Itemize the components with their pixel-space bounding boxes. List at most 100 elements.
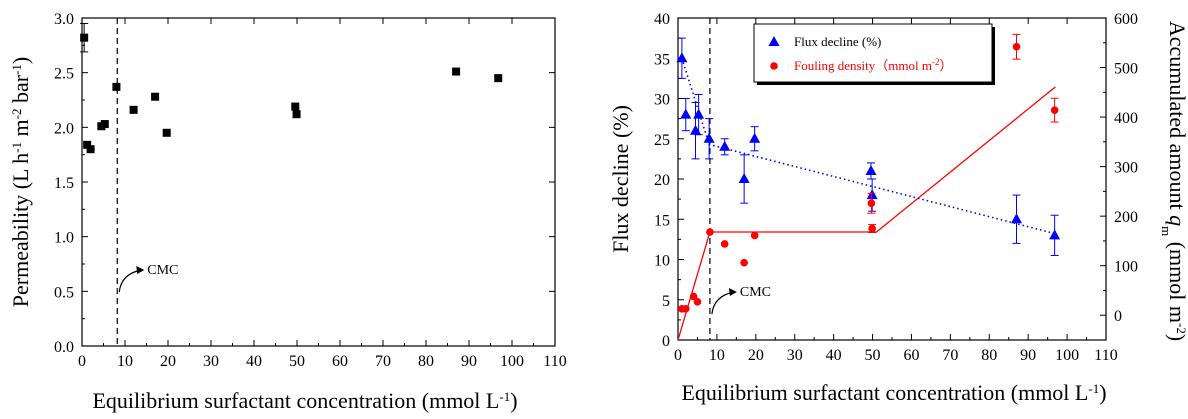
data-point (87, 145, 95, 153)
x-tick-label: 30 (203, 353, 219, 370)
x-tick-label: 20 (160, 353, 176, 370)
cmc-label: CMC (740, 285, 771, 300)
x-tick-label: 40 (826, 347, 842, 364)
cmc-label: CMC (147, 263, 178, 278)
legend-label-text: ） (939, 58, 952, 73)
legend-label-flux: Flux decline (%) (794, 34, 881, 49)
y-tick-label: 25 (654, 132, 670, 149)
y-tick-label: 35 (654, 51, 670, 68)
y-tick-label: 0.5 (54, 284, 74, 301)
flux-decline-point (739, 173, 750, 183)
fouling-density-point (751, 232, 759, 240)
x-tick-label: 100 (500, 353, 524, 370)
x-tick-label: 50 (865, 347, 881, 364)
x-axis-title: Equilibrium surfactant concentration (mm… (92, 388, 517, 413)
y2-tick-label: 600 (1114, 11, 1138, 28)
x-tick-label: 70 (375, 353, 391, 370)
y-axis-title-text: m (8, 119, 33, 142)
data-point (293, 110, 301, 118)
y-axis-title-sup: -1 (9, 142, 24, 153)
flux-decline-point (749, 133, 760, 143)
y-tick-label: 5 (662, 293, 670, 310)
y-tick-label: 2.5 (54, 66, 74, 83)
y-axis-title-text: ) (8, 57, 33, 64)
data-point (151, 93, 159, 101)
y2-axis-title-sub: m (1160, 226, 1175, 236)
data-point (291, 103, 299, 111)
data-point (112, 83, 120, 91)
y2-tick-label: 0 (1114, 308, 1122, 325)
y-axis-title: Flux decline (%) (608, 105, 633, 253)
flux-decline-point (690, 125, 701, 135)
flux-decline-point (867, 189, 878, 199)
x-tick-label: 0 (78, 353, 86, 370)
x-axis-title: Equilibrium surfactant concentration (mm… (681, 380, 1106, 405)
fouling-density-point (721, 240, 729, 248)
fouling-density-point (1013, 43, 1021, 51)
cmc-arrowhead (729, 288, 737, 296)
fouling-density-point (740, 259, 748, 267)
y-tick-label: 20 (654, 172, 670, 189)
x-tick-label: 110 (543, 353, 566, 370)
x-axis-title-text: Equilibrium surfactant concentration (mm… (92, 388, 499, 413)
fouling-density-point (682, 305, 690, 313)
x-tick-label: 20 (748, 347, 764, 364)
y-axis-title-text: bar (8, 74, 33, 108)
y-tick-label: 1.5 (54, 175, 74, 192)
x-axis-title-sup: -1 (499, 389, 510, 404)
y-tick-label: 40 (654, 11, 670, 28)
y2-axis-title: Accumulated amount qm (mmol m-2) (1160, 21, 1188, 341)
legend-marker-fouling (770, 62, 778, 70)
y2-axis-title-text: (mmol m (1165, 236, 1188, 323)
y-tick-label: 1.0 (54, 230, 74, 247)
x-tick-label: 110 (1094, 347, 1117, 364)
data-point (101, 120, 109, 128)
y2-axis-title-sup: -2 (1175, 323, 1188, 334)
x-tick-label: 50 (289, 353, 305, 370)
y-tick-label: 3.0 (54, 11, 74, 28)
flux-decline-point (865, 165, 876, 175)
y2-axis-title-text: Accumulated amount (1165, 21, 1188, 215)
data-point (130, 106, 138, 114)
x-axis-title-text: Equilibrium surfactant concentration (mm… (681, 380, 1088, 405)
x-tick-label: 40 (246, 353, 262, 370)
y2-tick-label: 200 (1114, 209, 1138, 226)
fouling-density-point (706, 228, 714, 236)
legend: Flux decline (%)Fouling density（mmol m-2… (754, 24, 995, 85)
legend-box (754, 24, 992, 82)
x-axis-title-end: ) (510, 388, 517, 413)
x-tick-label: 10 (117, 353, 133, 370)
y-axis-title-sup: -2 (9, 109, 24, 120)
flux-decline-point (693, 109, 704, 119)
fouling-density-point (868, 199, 876, 207)
cmc-arrowhead (136, 266, 144, 274)
fouling-density-point (868, 225, 876, 233)
data-point (452, 68, 460, 76)
fouling-density-point (694, 298, 702, 306)
data-point (163, 129, 171, 137)
y2-tick-label: 100 (1114, 259, 1138, 276)
x-tick-label: 10 (709, 347, 725, 364)
x-tick-label: 60 (903, 347, 919, 364)
flux-decline-point (1049, 229, 1060, 239)
flux-decline-point (1011, 213, 1022, 223)
flux-decline-point (680, 109, 691, 119)
y2-tick-label: 500 (1114, 61, 1138, 78)
y-axis-title: Permeability (L h-1 m-2 bar-1) (8, 57, 33, 307)
x-axis-title-end: ) (1099, 380, 1106, 405)
y-tick-label: 15 (654, 212, 670, 229)
y-tick-label: 2.0 (54, 120, 74, 137)
flux-decline-point (704, 133, 715, 143)
x-tick-label: 70 (942, 347, 958, 364)
y-axis-title-text: Permeability (L h (8, 153, 33, 307)
y-tick-label: 30 (654, 92, 670, 109)
x-tick-label: 100 (1055, 347, 1079, 364)
x-tick-label: 60 (332, 353, 348, 370)
y2-axis-title-text: ) (1165, 334, 1188, 341)
y-tick-label: 10 (654, 253, 670, 270)
y-axis-title-sup: -1 (9, 64, 24, 75)
